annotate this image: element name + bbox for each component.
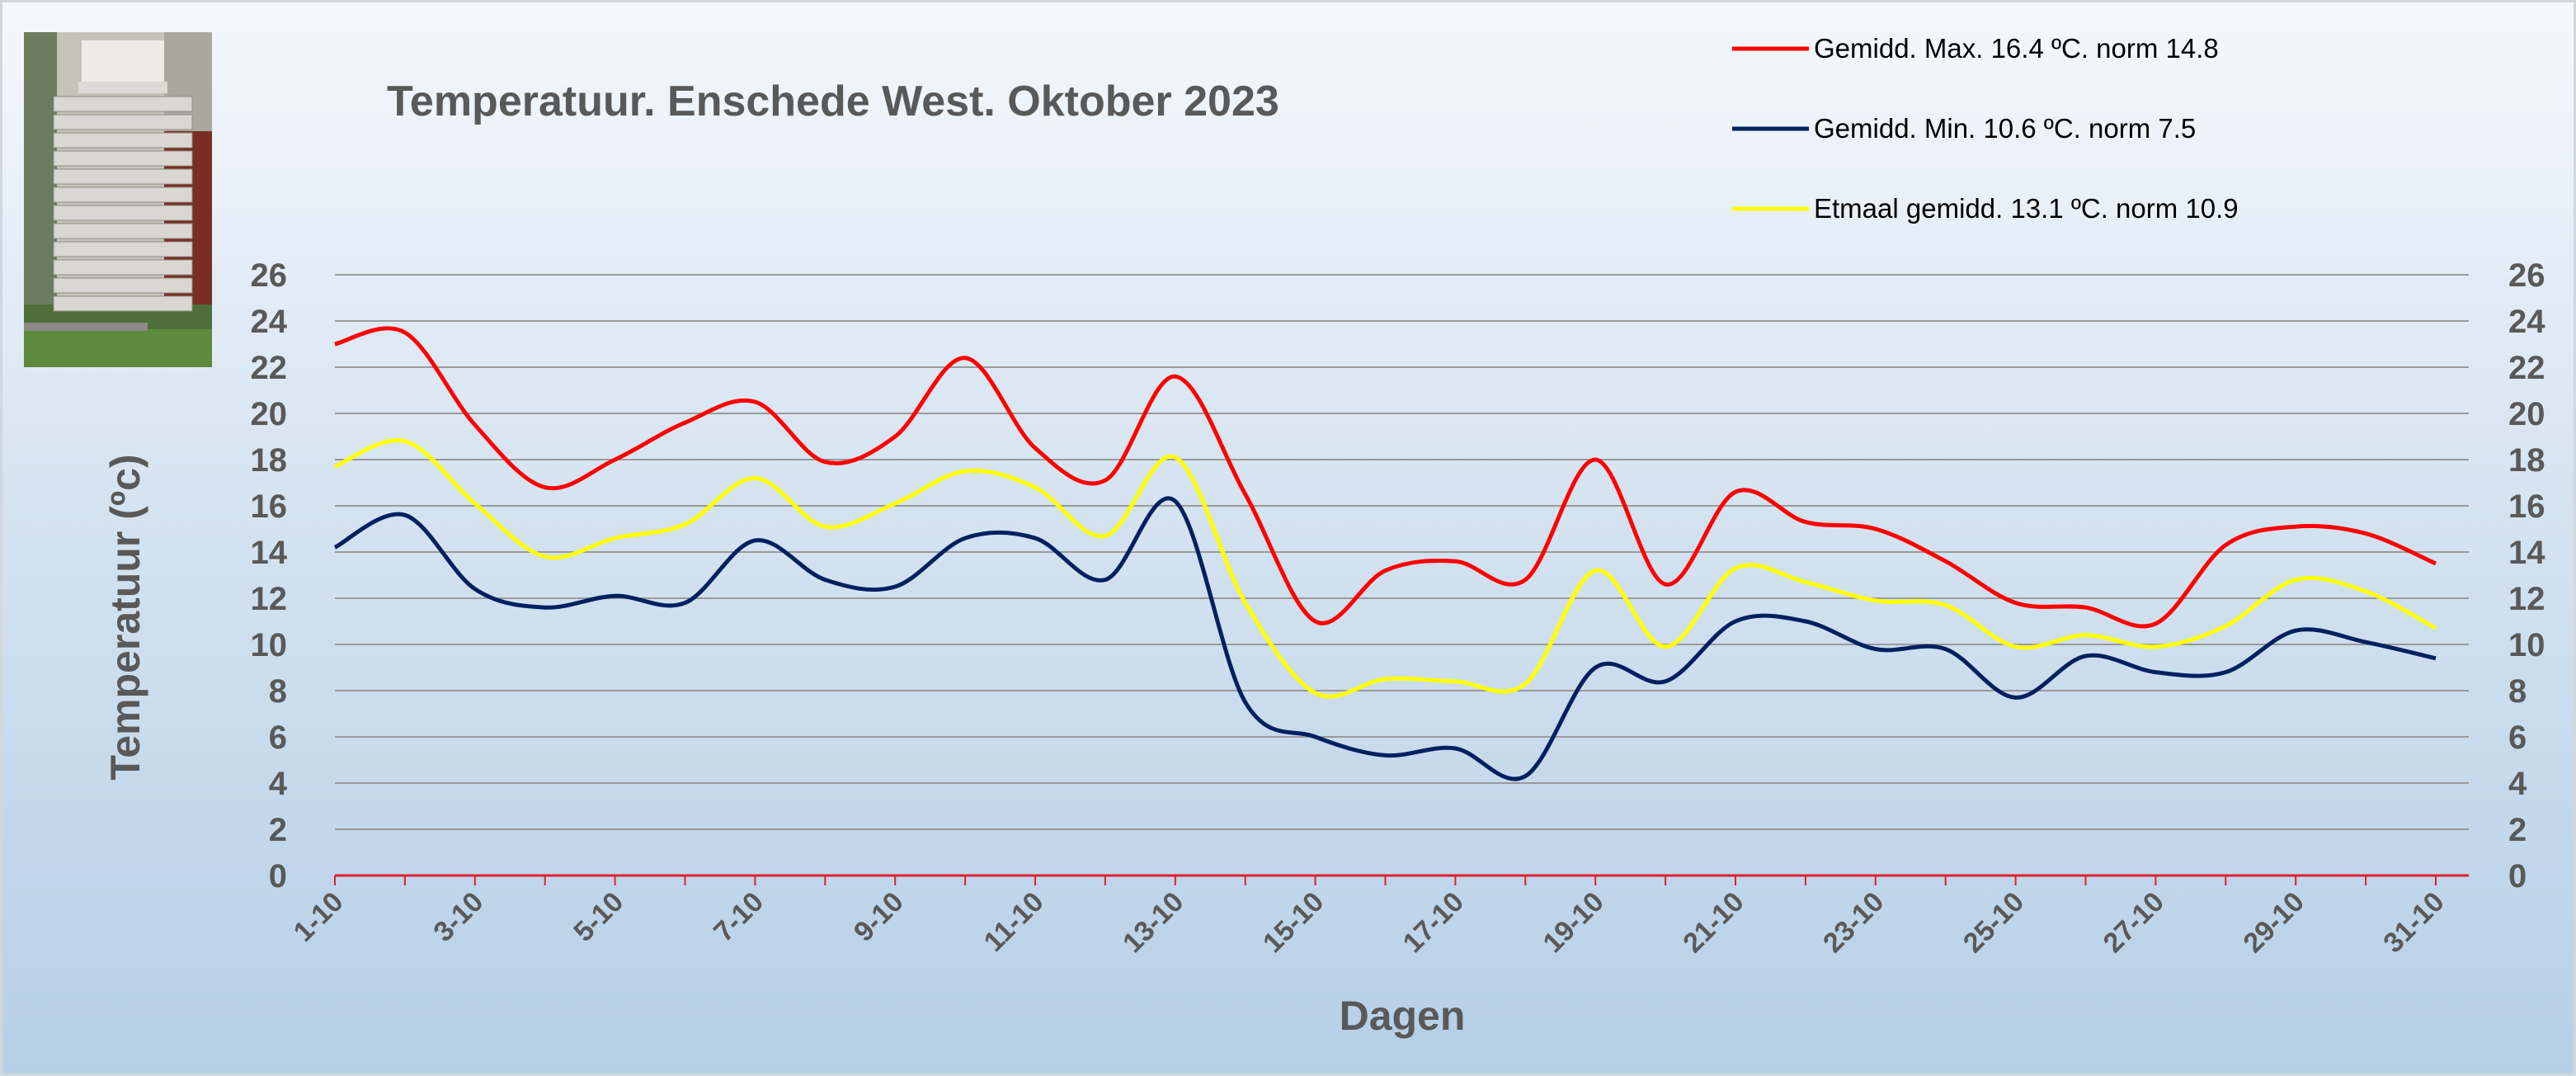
series-layer (333, 326, 2437, 781)
x-tick-label: 15-10 (1257, 886, 1330, 959)
y-tick-label-right: 22 (2508, 350, 2545, 386)
weather-station-photo (24, 32, 212, 367)
y-tick-label-right: 0 (2508, 858, 2527, 894)
x-axis-title: Dagen (1340, 993, 1466, 1039)
y-tick-label-right: 14 (2508, 535, 2545, 571)
y-tick-label: 0 (269, 858, 287, 894)
y-tick-label: 20 (251, 396, 288, 432)
y-tick-label: 14 (251, 535, 288, 571)
y-tick-label: 8 (269, 673, 287, 710)
y-tick-label-right: 6 (2508, 720, 2527, 756)
chart-title: Temperatuur. Enschede West. Oktober 2023 (387, 78, 1279, 125)
x-tick-label: 11-10 (978, 886, 1050, 958)
x-tick-label: 31-10 (2377, 886, 2450, 959)
y-tick-label-right: 12 (2508, 581, 2545, 617)
y-tick-label: 26 (251, 257, 288, 294)
x-tick-label: 7-10 (708, 886, 770, 948)
x-tick-label: 5-10 (567, 886, 629, 948)
gridlines (335, 274, 2469, 877)
x-tick-label: 21-10 (1677, 886, 1750, 959)
x-tick-label: 17-10 (1397, 886, 1470, 959)
x-tick-label: 27-10 (2098, 886, 2170, 959)
x-tick-label: 29-10 (2237, 886, 2310, 959)
y-tick-label: 18 (251, 442, 288, 479)
legend-label: Gemidd. Min. 10.6 ºC. norm 7.5 (1814, 113, 2196, 144)
y-tick-label: 2 (269, 812, 287, 848)
y-tick-label-right: 16 (2508, 488, 2545, 525)
series-line-0 (334, 326, 2437, 629)
y-tick-label: 4 (269, 766, 288, 802)
y-tick-label: 16 (251, 488, 288, 525)
y-tick-label-right: 18 (2508, 442, 2545, 479)
y-tick-label: 22 (251, 350, 288, 386)
y-tick-label-right: 20 (2508, 396, 2545, 432)
legend-label: Gemidd. Max. 16.4 ºC. norm 14.8 (1814, 33, 2219, 64)
y-tick-label-right: 8 (2508, 673, 2527, 710)
y-tick-label: 6 (269, 720, 287, 756)
x-tick-label: 23-10 (1817, 886, 1890, 959)
x-tick-label: 1-10 (288, 886, 350, 948)
y-tick-label-right: 10 (2508, 627, 2545, 663)
x-tick-label: 9-10 (848, 886, 910, 948)
x-tick-label: 25-10 (1957, 886, 2030, 959)
series-line-1 (333, 496, 2437, 781)
legend: Gemidd. Max. 16.4 ºC. norm 14.8 Gemidd. M… (1732, 33, 2239, 224)
legend-label: Etmaal gemidd. 13.1 ºC. norm 10.9 (1814, 193, 2239, 224)
y-tick-label: 12 (251, 581, 288, 617)
y-tick-label: 10 (251, 627, 288, 663)
x-tick-label: 19-10 (1537, 886, 1609, 959)
y-tick-label-right: 2 (2508, 812, 2527, 848)
y-axis-title: Temperatuur (ºc) (102, 454, 148, 780)
y-tick-label-right: 24 (2508, 304, 2545, 340)
y-tick-label-right: 26 (2508, 257, 2545, 294)
x-axis: 1-10 3-10 5-10 7-10 9-10 11-10 13-10 15-10 17-10… (288, 875, 2451, 959)
series-line-2 (334, 438, 2437, 699)
x-tick-label: 3-10 (427, 886, 489, 948)
x-tick-label: 13-10 (1117, 886, 1189, 959)
y-tick-label-right: 4 (2508, 766, 2527, 802)
y-tick-label: 24 (251, 304, 288, 340)
